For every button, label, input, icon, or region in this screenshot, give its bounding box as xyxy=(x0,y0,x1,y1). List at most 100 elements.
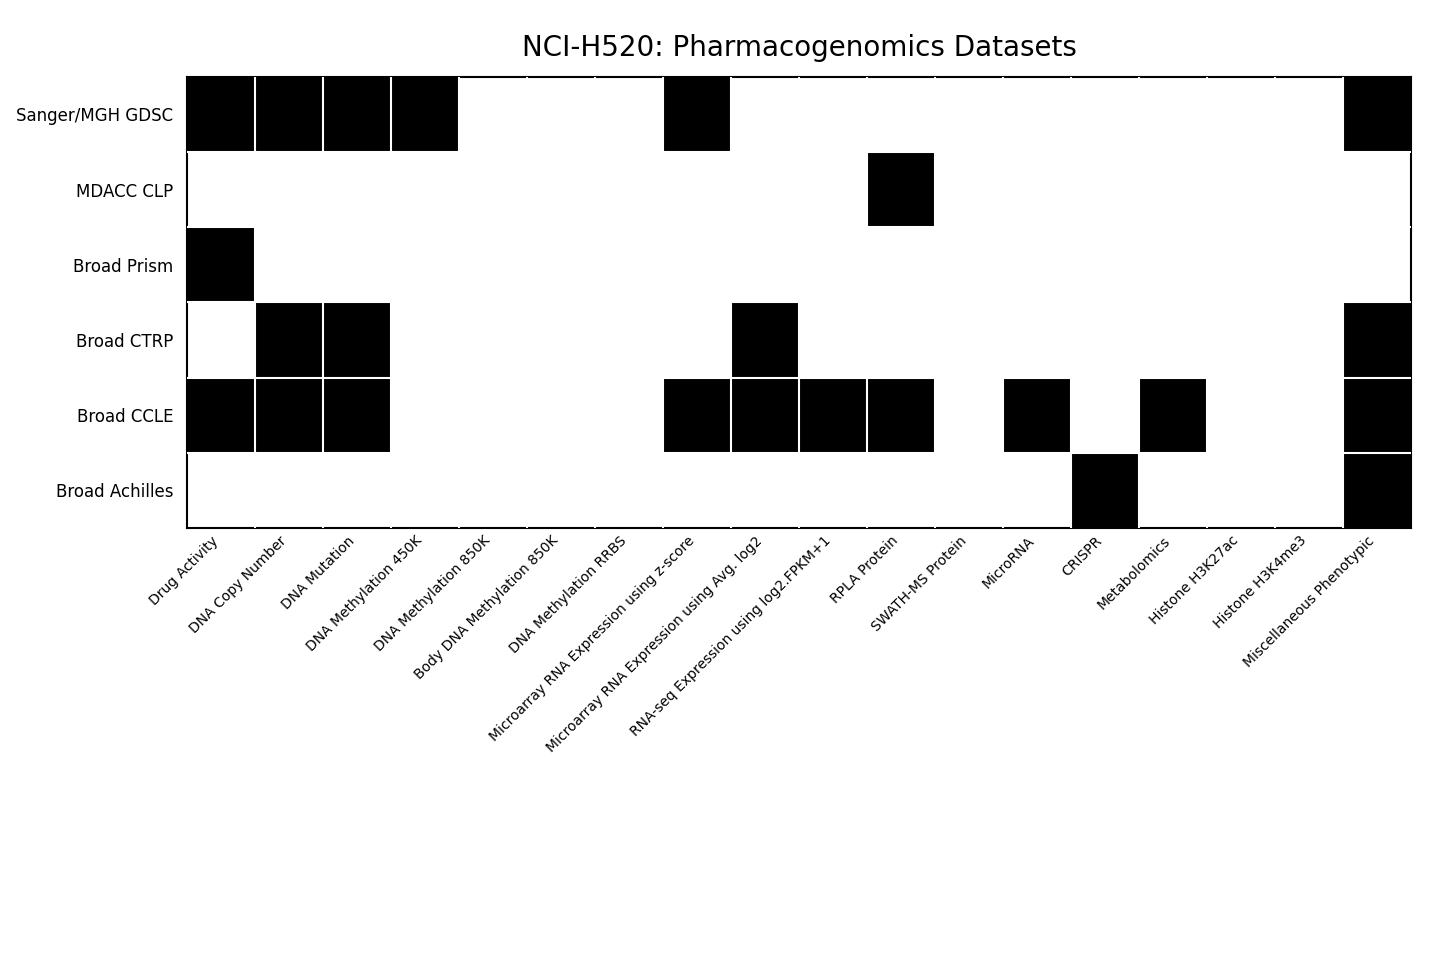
Bar xyxy=(1344,302,1411,377)
Bar xyxy=(595,77,664,152)
Bar xyxy=(1139,377,1207,453)
Bar xyxy=(595,152,664,228)
Bar xyxy=(255,77,323,152)
Bar xyxy=(595,228,664,302)
Bar xyxy=(392,453,459,528)
Bar xyxy=(255,377,323,453)
Bar xyxy=(1071,77,1139,152)
Bar xyxy=(323,453,392,528)
Bar xyxy=(935,302,1004,377)
Bar xyxy=(527,228,595,302)
Bar xyxy=(1344,228,1411,302)
Bar xyxy=(1071,152,1139,228)
Bar xyxy=(527,302,595,377)
Bar xyxy=(935,152,1004,228)
Bar xyxy=(1344,152,1411,228)
Bar xyxy=(1344,77,1411,152)
Bar xyxy=(1004,228,1071,302)
Bar xyxy=(1207,302,1276,377)
Bar xyxy=(255,228,323,302)
Bar xyxy=(1276,377,1344,453)
Bar xyxy=(799,228,867,302)
Bar xyxy=(187,377,255,453)
Bar xyxy=(1139,152,1207,228)
Bar xyxy=(1071,228,1139,302)
Bar xyxy=(527,77,595,152)
Bar xyxy=(799,152,867,228)
Bar xyxy=(867,228,935,302)
Bar xyxy=(392,377,459,453)
Bar xyxy=(664,152,732,228)
Bar xyxy=(187,228,255,302)
Bar xyxy=(1276,77,1344,152)
Bar xyxy=(392,77,459,152)
Bar xyxy=(527,453,595,528)
Bar xyxy=(255,453,323,528)
Bar xyxy=(935,377,1004,453)
Bar xyxy=(392,228,459,302)
Bar xyxy=(323,228,392,302)
Bar xyxy=(867,377,935,453)
Bar xyxy=(1207,453,1276,528)
Bar xyxy=(732,453,799,528)
Bar xyxy=(799,77,867,152)
Bar xyxy=(1071,377,1139,453)
Bar xyxy=(527,152,595,228)
Bar xyxy=(732,228,799,302)
Bar xyxy=(664,377,732,453)
Bar xyxy=(732,152,799,228)
Bar xyxy=(1207,228,1276,302)
Bar xyxy=(187,77,255,152)
Bar xyxy=(867,152,935,228)
Bar xyxy=(392,302,459,377)
Bar xyxy=(459,377,527,453)
Bar xyxy=(1004,377,1071,453)
Bar xyxy=(323,302,392,377)
Bar xyxy=(1207,77,1276,152)
Bar xyxy=(664,228,732,302)
Bar xyxy=(595,377,664,453)
Bar xyxy=(799,453,867,528)
Bar xyxy=(1071,302,1139,377)
Bar xyxy=(1344,453,1411,528)
Bar xyxy=(255,302,323,377)
Bar xyxy=(1276,228,1344,302)
Bar xyxy=(867,453,935,528)
Bar xyxy=(323,377,392,453)
Bar xyxy=(935,228,1004,302)
Bar xyxy=(1207,152,1276,228)
Bar xyxy=(867,77,935,152)
Bar xyxy=(1276,453,1344,528)
Bar xyxy=(1276,302,1344,377)
Title: NCI-H520: Pharmacogenomics Datasets: NCI-H520: Pharmacogenomics Datasets xyxy=(521,34,1077,62)
Bar xyxy=(664,453,732,528)
Bar xyxy=(459,77,527,152)
Bar xyxy=(595,302,664,377)
Bar xyxy=(1004,453,1071,528)
Bar xyxy=(799,302,867,377)
Bar xyxy=(1004,302,1071,377)
Bar xyxy=(255,152,323,228)
Bar xyxy=(1071,453,1139,528)
Bar xyxy=(664,302,732,377)
Bar xyxy=(459,302,527,377)
Bar xyxy=(1344,377,1411,453)
Bar xyxy=(459,228,527,302)
Bar xyxy=(459,453,527,528)
Bar xyxy=(187,152,255,228)
Bar xyxy=(1139,302,1207,377)
Bar xyxy=(1004,152,1071,228)
Bar xyxy=(595,453,664,528)
Bar xyxy=(732,302,799,377)
Bar xyxy=(1139,77,1207,152)
Bar xyxy=(1139,453,1207,528)
Bar xyxy=(459,152,527,228)
Bar xyxy=(323,152,392,228)
Bar xyxy=(1207,377,1276,453)
Bar xyxy=(187,302,255,377)
Bar xyxy=(187,453,255,528)
Bar xyxy=(323,77,392,152)
Bar xyxy=(935,453,1004,528)
Bar xyxy=(935,77,1004,152)
Bar xyxy=(732,377,799,453)
